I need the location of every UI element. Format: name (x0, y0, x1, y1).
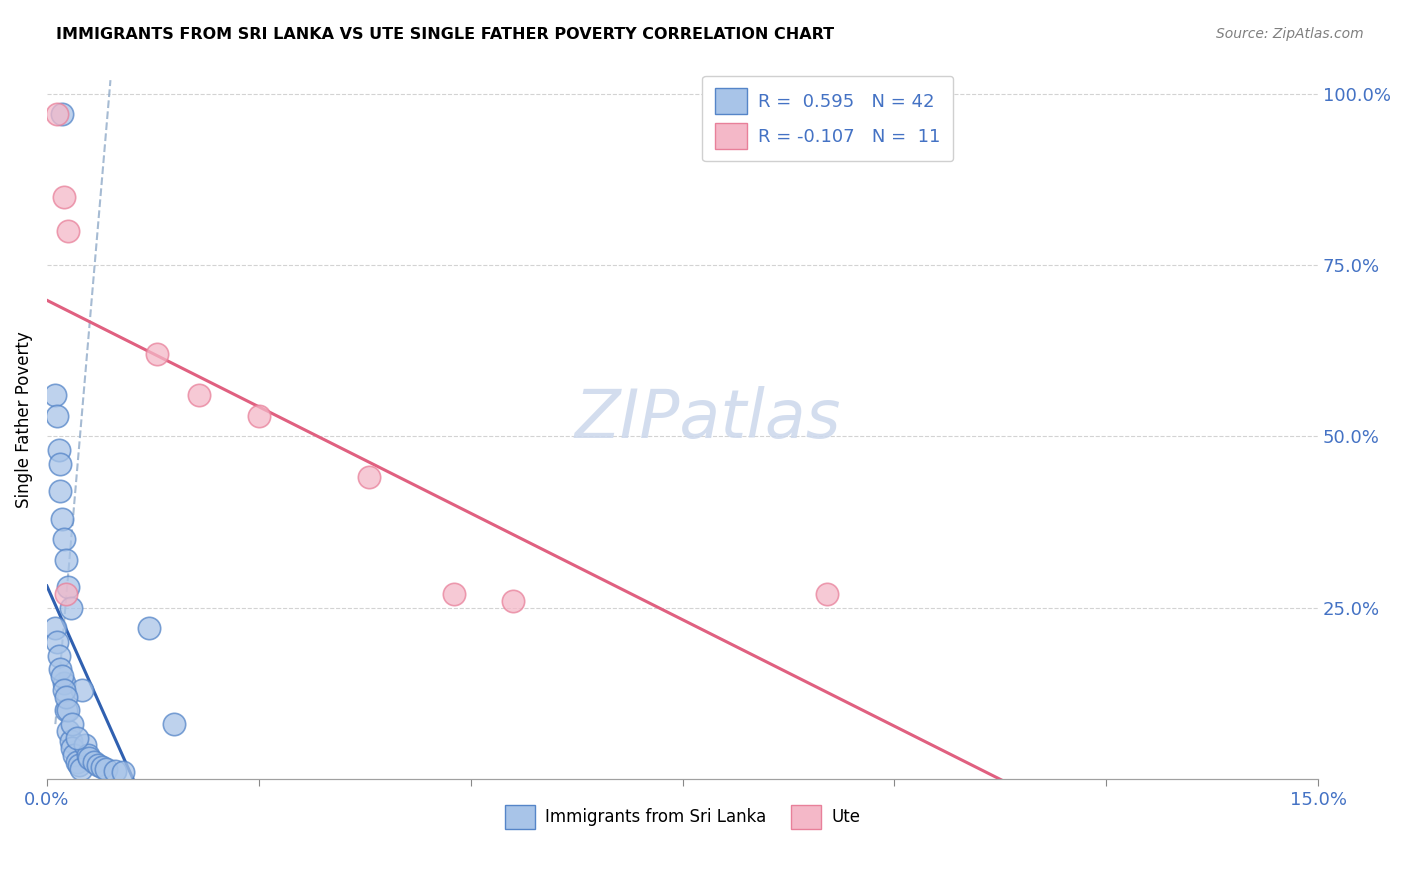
Point (52, 532, 75, 546)
Point (44, 388, 66, 402)
Point (46, 409, 69, 423)
Point (59, 734, 82, 748)
Point (87, 758, 110, 772)
Point (443, 587, 465, 601)
Point (51, 669, 73, 683)
Point (91, 759, 114, 773)
Point (96, 762, 118, 776)
Point (77, 751, 100, 765)
Point (46, 635, 69, 649)
Point (60, 741, 83, 756)
Point (63, 747, 86, 762)
Point (65, 755, 87, 769)
Point (67, 758, 90, 772)
Point (188, 388, 211, 402)
Point (73, 738, 96, 752)
Text: Source: ZipAtlas.com: Source: ZipAtlas.com (1216, 27, 1364, 41)
Point (59, 600, 82, 615)
Point (65, 731, 87, 745)
Point (83, 755, 105, 769)
Point (44, 621, 66, 635)
Point (49, 662, 72, 676)
Point (49, 484, 72, 499)
Point (56, 580, 79, 594)
Point (76, 747, 98, 762)
Point (357, 470, 380, 484)
Point (55, 587, 77, 601)
Text: ZIPatlas: ZIPatlas (575, 386, 841, 452)
Point (815, 587, 838, 601)
Point (163, 717, 186, 731)
Point (146, 347, 169, 361)
Point (56, 723, 79, 738)
Text: IMMIGRANTS FROM SRI LANKA VS UTE SINGLE FATHER POVERTY CORRELATION CHART: IMMIGRANTS FROM SRI LANKA VS UTE SINGLE … (56, 27, 834, 42)
Point (112, 765, 135, 780)
Point (51, 511, 73, 525)
Point (55, 690, 77, 704)
Point (48, 443, 70, 458)
Point (60, 717, 83, 731)
Point (72, 682, 94, 697)
Point (56, 703, 79, 717)
Y-axis label: Single Father Poverty: Single Father Poverty (15, 331, 32, 508)
Point (69, 762, 91, 776)
Point (247, 409, 270, 423)
Point (104, 764, 127, 778)
Point (52, 189, 75, 203)
Point (55, 703, 77, 717)
Point (52, 682, 75, 697)
Legend: Immigrants from Sri Lanka, Ute: Immigrants from Sri Lanka, Ute (498, 798, 868, 835)
Point (502, 594, 524, 608)
Point (51, 107, 73, 121)
Point (48, 457, 70, 471)
Point (56, 224, 79, 238)
Point (46, 107, 69, 121)
Point (55, 552, 77, 566)
Point (52, 676, 75, 690)
Point (138, 621, 160, 635)
Point (48, 648, 70, 663)
